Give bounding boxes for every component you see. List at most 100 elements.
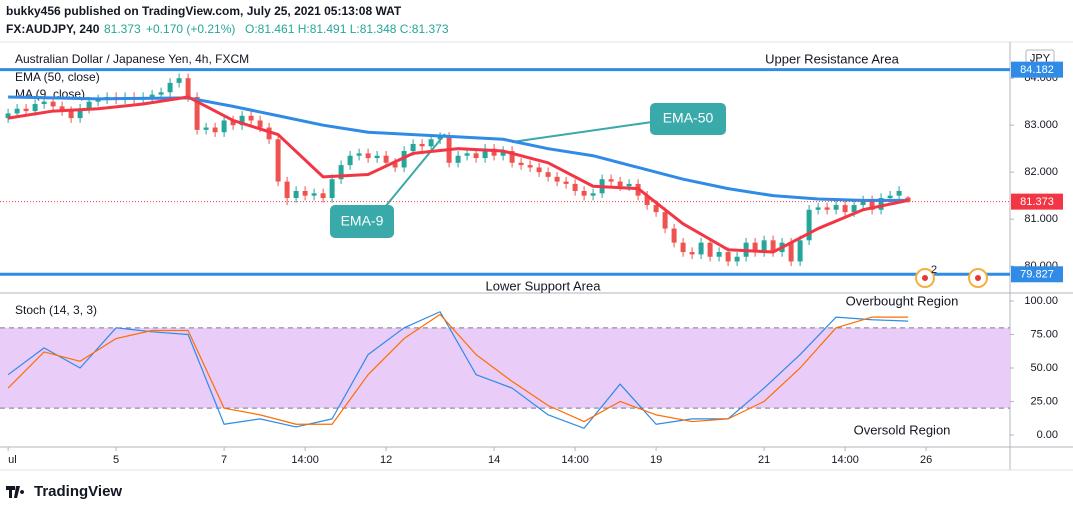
candle-body (410, 143, 416, 152)
x-tick-label: 19 (650, 454, 662, 466)
candle-body (356, 153, 362, 156)
candle-body (158, 92, 164, 95)
candle-body (284, 181, 290, 199)
annotation: Overbought Region (846, 293, 959, 308)
callout (330, 205, 394, 238)
candle-body (374, 155, 380, 159)
symbol: FX:AUDJPY, 240 (6, 22, 100, 36)
x-tick-label: ul (8, 454, 17, 466)
indicator-line (7, 313, 909, 425)
candle-body (437, 136, 443, 140)
candle-body (824, 207, 830, 210)
price: 81.373 (104, 22, 141, 36)
candle-body (275, 139, 281, 182)
candle-body (725, 252, 731, 262)
candle-body (788, 242, 794, 262)
stoch-pane (0, 311, 1010, 429)
candle-body (59, 106, 65, 112)
candle-body (770, 240, 776, 253)
candle-body (257, 120, 263, 128)
candle-body (491, 148, 497, 156)
candle-body (572, 183, 578, 191)
last-price-bg (1011, 193, 1063, 210)
candle-body (833, 205, 839, 210)
candle-body (734, 256, 740, 262)
candle-body (221, 120, 227, 133)
marker-label: 2 (931, 264, 937, 276)
x-tick-label: 14 (488, 454, 500, 466)
callout-pointer (511, 121, 653, 143)
candle-body (680, 242, 686, 253)
candle-body (5, 113, 11, 119)
legend-entry: EMA (50, close) (15, 70, 100, 84)
candle-body (842, 205, 848, 213)
event-dot (922, 275, 928, 281)
candle-body (248, 115, 254, 121)
candle-body (464, 153, 470, 156)
logo: TradingView (6, 483, 122, 500)
candle-body (482, 148, 488, 159)
candle-body (878, 198, 884, 210)
candle-body (86, 101, 92, 109)
chart-title: Australian Dollar / Japanese Yen, 4h, FX… (15, 52, 249, 66)
candle-body (707, 242, 713, 257)
candle-body (797, 240, 803, 262)
ohlc: O:81.461 H:81.491 L:81.348 C:81.373 (245, 22, 449, 36)
pane-title: Stoch (14, 3, 3) (15, 303, 97, 317)
candle-body (194, 96, 200, 130)
candle-body (23, 108, 29, 112)
candle-body (527, 165, 533, 168)
candle-body (860, 200, 866, 206)
candle-body (887, 195, 893, 199)
candle-body (626, 183, 632, 187)
y-tick-label: 100.00 (1024, 295, 1058, 307)
candle-body (473, 153, 479, 159)
candle-body (167, 82, 173, 93)
candle-body (689, 252, 695, 255)
x-tick-label: 7 (221, 454, 227, 466)
candle-body (653, 205, 659, 213)
candle-body (500, 151, 506, 156)
candle-body (203, 127, 209, 130)
candle-body (581, 190, 587, 196)
candle-body (752, 242, 758, 253)
indicator-line (7, 311, 909, 429)
last-price-label: 81.373 (1020, 196, 1054, 208)
candle-body (311, 193, 317, 196)
x-tick-label: 14:00 (831, 454, 859, 466)
candle-body (239, 115, 245, 126)
candle-body (50, 101, 56, 107)
candle-body (509, 151, 515, 163)
event-dot (975, 275, 981, 281)
candle-body (176, 78, 182, 83)
candle-body (851, 205, 857, 213)
candle-body (41, 101, 47, 105)
candle-body (590, 193, 596, 196)
x-tick-label: 12 (380, 454, 392, 466)
y-tick-label: 25.00 (1030, 395, 1058, 407)
candle-body (428, 139, 434, 147)
candle-body (662, 212, 668, 229)
candle-body (68, 111, 74, 119)
candle-body (32, 104, 38, 112)
x-tick-label: 5 (113, 454, 119, 466)
callout-text: EMA-9 (341, 213, 384, 229)
y-tick-label: 50.00 (1030, 362, 1058, 374)
candle-body (563, 181, 569, 184)
author-line: bukky456 published on TradingView.com, J… (6, 4, 402, 18)
candle-body (77, 108, 83, 119)
candle-body (554, 176, 560, 182)
currency: JPY (1030, 52, 1051, 64)
candle-body (347, 155, 353, 166)
annotation: Oversold Region (854, 422, 951, 437)
level-label: 79.827 (1020, 269, 1054, 281)
candle-body (806, 209, 812, 241)
candle-body (320, 193, 326, 199)
logo-text: TradingView (34, 483, 122, 500)
candle-body (869, 200, 875, 210)
callout-text: EMA-50 (663, 110, 714, 126)
band (0, 327, 1010, 409)
candle-body (455, 155, 461, 163)
